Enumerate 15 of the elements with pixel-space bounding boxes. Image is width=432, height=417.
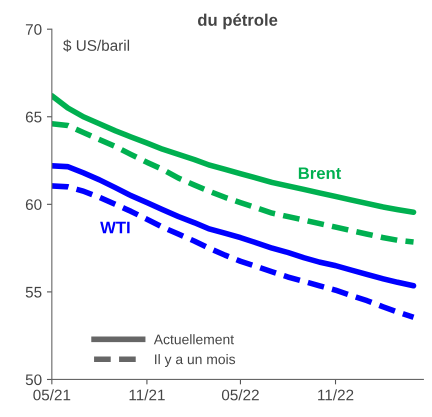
series-label: Brent bbox=[298, 167, 342, 180]
annotation: Actuellement bbox=[154, 334, 234, 344]
series-label: WTI bbox=[100, 222, 130, 234]
x-tick-label: 05/21 bbox=[33, 389, 70, 400]
chart-title: du pétrole bbox=[198, 14, 278, 30]
y-tick-label: 65 bbox=[26, 112, 42, 122]
y-tick-label: 55 bbox=[26, 286, 42, 298]
y-tick-label: 50 bbox=[26, 374, 42, 386]
y-tick-label: 70 bbox=[26, 24, 42, 35]
x-tick-label: 11/21 bbox=[130, 389, 165, 400]
annotation: Il y a un mois bbox=[155, 354, 236, 367]
x-tick-label: 05/22 bbox=[222, 389, 259, 400]
y-axis-title: $ US/baril bbox=[63, 39, 130, 52]
x-tick-label: 11/22 bbox=[318, 389, 354, 400]
y-tick-label: 60 bbox=[26, 199, 42, 210]
